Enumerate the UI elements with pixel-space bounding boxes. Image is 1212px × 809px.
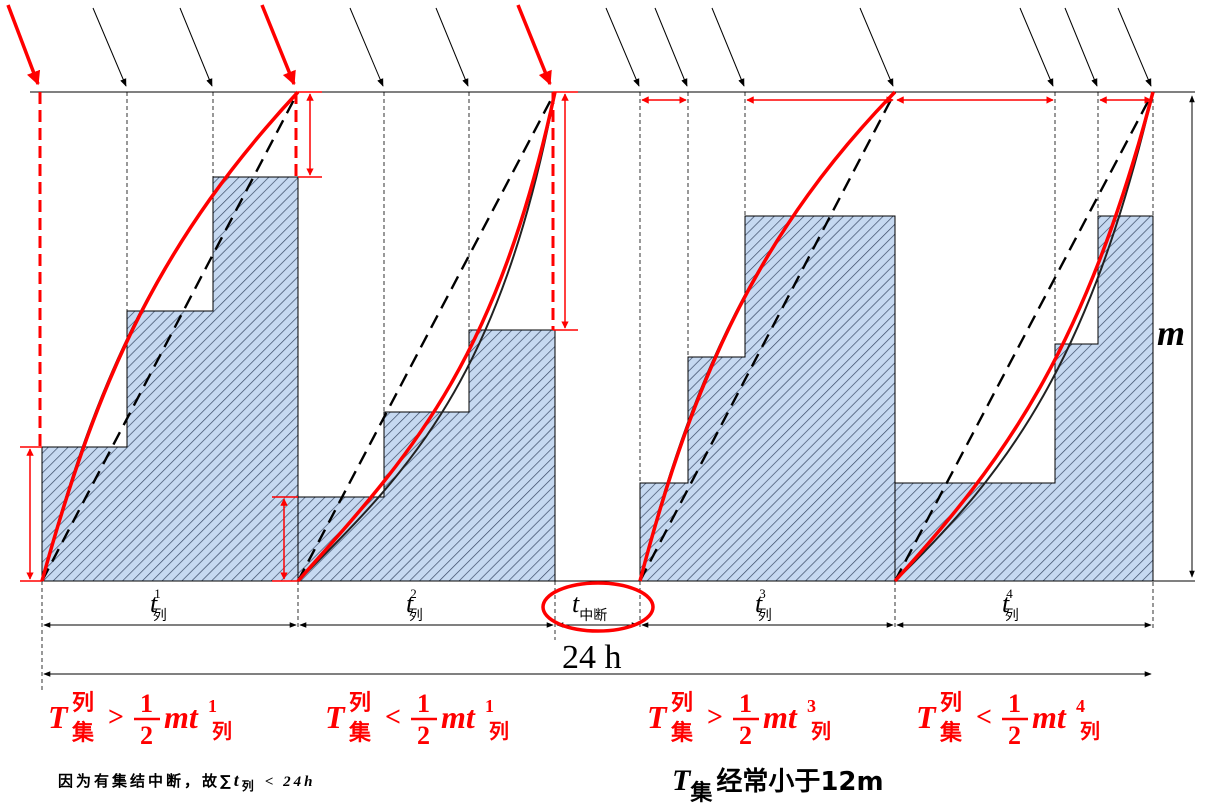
formula-rhs-sup: 1 [208, 696, 217, 716]
period-1-label: t1 列 [150, 586, 167, 624]
formula-lhs: T [916, 699, 937, 735]
formula-lhs: T [325, 699, 346, 735]
period-3-label: t3 列 [755, 586, 772, 624]
formula-lhs: T [48, 699, 69, 735]
formula-rhs-sub: 列 [1080, 719, 1100, 743]
formula-rhs-sup: 4 [1076, 696, 1085, 716]
formula-operator: > [707, 702, 723, 733]
departure-arrows [6, 4, 552, 86]
formula-lhs-sup: 列 [671, 691, 693, 716]
interrupt-highlight [541, 581, 655, 633]
formula-denominator: 2 [140, 721, 153, 750]
period-labels: t1 列 t2 列 t中断 t3 列 t4 列 24 h m [150, 313, 1185, 676]
formula-operator: > [108, 702, 124, 733]
step-area-1 [41, 176, 299, 582]
arrival-arrows [92, 7, 1152, 87]
footer-note-right: T集 经常小于12m [672, 764, 884, 806]
formula-rhs: mt [1032, 699, 1067, 735]
formula-rhs-sub: 列 [489, 719, 509, 743]
formula-lhs: T [647, 699, 668, 735]
formula-numerator: 1 [1008, 689, 1021, 718]
stepped-areas [41, 176, 1154, 582]
formula-rhs: mt [441, 699, 476, 735]
formula-operator: < [385, 702, 401, 733]
total-span-label: 24 h [562, 639, 622, 676]
footer-note-left: 因为有集结中断，故∑t列 < 24h [58, 770, 315, 793]
formula-rhs-sup: 1 [485, 696, 494, 716]
formula-numerator: 1 [417, 689, 430, 718]
height-label: m [1157, 313, 1185, 353]
period-4-label: t4 列 [1002, 586, 1019, 624]
formula-lhs-sup: 列 [349, 691, 371, 716]
interrupt-label: t中断 [572, 589, 607, 624]
formula-rhs: mt [164, 699, 199, 735]
step-area-2 [297, 329, 556, 582]
arrival-guides [41, 92, 1154, 690]
formula-lhs-sub: 集 [71, 720, 95, 746]
formula-lhs-sub: 集 [348, 720, 372, 746]
formula-rhs: mt [763, 699, 798, 735]
red-vertical-arrows [20, 91, 578, 582]
formula-denominator: 2 [739, 721, 752, 750]
formula-numerator: 1 [140, 689, 153, 718]
red-dashed-verticals [38, 92, 555, 447]
formula-denominator: 2 [417, 721, 430, 750]
formula-rhs-sup: 3 [807, 696, 816, 716]
step-area-4 [894, 215, 1154, 582]
step-area-3 [639, 215, 896, 582]
formula-numerator: 1 [739, 689, 752, 718]
average-lines [40, 91, 1155, 582]
formula-rhs-sub: 列 [811, 719, 831, 743]
formula-operator: < [976, 702, 992, 733]
formula-rhs-sub: 列 [212, 719, 232, 743]
formula-lhs-sup: 列 [72, 691, 94, 716]
period-2-label: t2 列 [406, 586, 423, 624]
accumulation-curves [40, 90, 1155, 583]
formula-lhs-sup: 列 [940, 691, 962, 716]
formula-denominator: 2 [1008, 721, 1021, 750]
formula-lhs-sub: 集 [670, 720, 694, 746]
formula-lhs-sub: 集 [939, 720, 963, 746]
period-arrows [43, 622, 1152, 677]
